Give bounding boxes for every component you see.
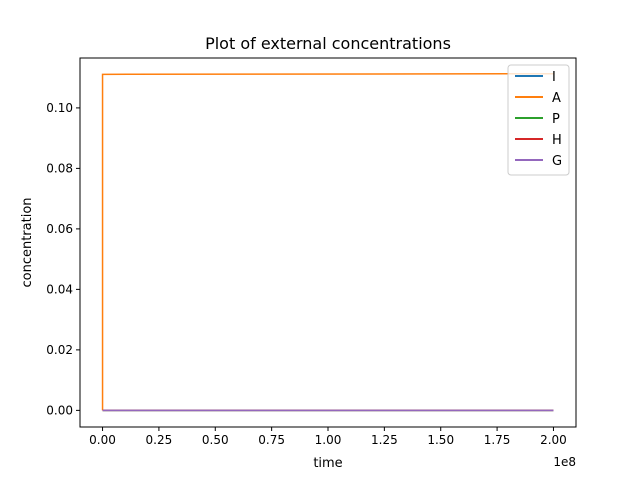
- axes-frame: [79, 57, 577, 428]
- x-axis-offset-label: 1e8: [553, 455, 576, 469]
- x-tick-label: 0.50: [202, 433, 229, 447]
- legend-label: I: [552, 70, 556, 85]
- legend-label: G: [552, 154, 562, 169]
- legend-label: H: [552, 133, 562, 148]
- x-tick-label: 0.00: [89, 433, 116, 447]
- plot-area: 0.00 0.25 0.50 0.75 1.00 1.25 1.50 1.75 2.00 0.0…: [46, 57, 577, 447]
- y-tick-label: 0.04: [46, 282, 73, 296]
- x-tick-label: 1.75: [484, 433, 511, 447]
- series-layer: [101, 72, 554, 412]
- series-line-a: [101, 72, 554, 411]
- y-tick-label: 0.02: [46, 343, 73, 357]
- y-tick-label: 0.06: [46, 222, 73, 236]
- y-tick-label: 0.00: [46, 403, 73, 417]
- y-tick-label: 0.10: [46, 101, 73, 115]
- x-axis-label: time: [313, 456, 342, 471]
- x-tick-label: 0.75: [258, 433, 285, 447]
- x-tick-label: 0.25: [146, 433, 173, 447]
- y-axis-label: concentration: [20, 197, 35, 287]
- x-tick-label: 1.00: [315, 433, 342, 447]
- chart-title: Plot of external concentrations: [205, 34, 451, 53]
- legend-label: A: [552, 91, 561, 106]
- legend-label: P: [552, 112, 560, 127]
- y-tick-label: 0.08: [46, 161, 73, 175]
- x-axis-ticks: 0.00 0.25 0.50 0.75 1.00 1.25 1.50 1.75 2.00: [89, 427, 567, 447]
- legend-box: [507, 64, 570, 176]
- x-tick-label: 1.25: [371, 433, 398, 447]
- x-tick-label: 2.00: [540, 433, 567, 447]
- x-tick-label: 1.50: [427, 433, 454, 447]
- y-axis-ticks: 0.00 0.02 0.04 0.06 0.08 0.10: [46, 101, 80, 417]
